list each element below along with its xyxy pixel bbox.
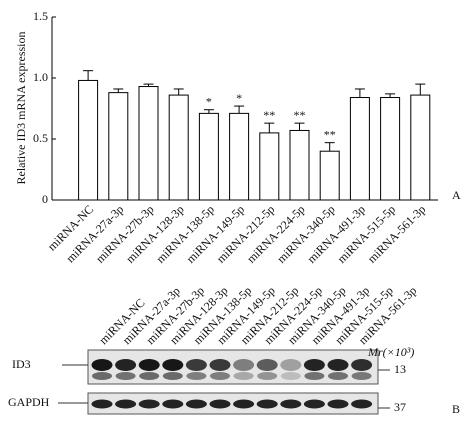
significance: ** <box>324 127 336 141</box>
band <box>115 359 137 371</box>
band <box>303 359 325 371</box>
band <box>91 399 113 409</box>
band <box>185 359 207 371</box>
bar <box>168 94 189 201</box>
band <box>138 399 160 409</box>
y-tick-label: 1.0 <box>33 70 48 84</box>
row-label: ID3 <box>12 357 31 371</box>
band <box>327 359 349 371</box>
band <box>327 399 349 409</box>
band <box>210 372 230 380</box>
significance: * <box>236 91 242 105</box>
band <box>185 399 207 409</box>
band <box>233 359 255 371</box>
bar <box>410 94 431 201</box>
band <box>303 399 325 409</box>
band <box>256 399 278 409</box>
marker-label: 37 <box>394 400 406 414</box>
band <box>328 372 348 380</box>
bar <box>289 129 310 201</box>
panel-label: B <box>452 402 460 416</box>
band <box>186 372 207 380</box>
bar <box>259 132 280 201</box>
band <box>233 399 255 409</box>
bar <box>380 97 401 201</box>
significance: * <box>206 94 212 108</box>
marker-unit: Mr(×10³) <box>367 345 414 359</box>
significance: ** <box>294 108 306 122</box>
band <box>115 372 136 380</box>
band <box>138 359 160 371</box>
band <box>209 359 231 371</box>
band <box>256 359 278 371</box>
band <box>257 372 278 380</box>
band <box>162 399 184 409</box>
band <box>162 372 183 380</box>
bar <box>138 86 159 201</box>
band <box>280 399 302 409</box>
bar <box>349 97 370 201</box>
y-tick-label: 1.5 <box>33 9 48 23</box>
band <box>115 399 137 409</box>
band <box>91 359 113 371</box>
bar <box>78 79 99 201</box>
band <box>233 372 254 380</box>
band <box>351 372 372 380</box>
band <box>162 359 184 371</box>
band <box>351 399 373 409</box>
y-axis-label: Relative ID3 mRNA expression <box>14 32 28 185</box>
band <box>209 399 231 409</box>
row-label: GAPDH <box>8 395 50 409</box>
band <box>139 372 160 380</box>
band <box>351 359 373 371</box>
significance: ** <box>263 108 275 122</box>
band <box>92 372 112 380</box>
marker-label: 13 <box>394 362 406 376</box>
panel-label: A <box>452 188 461 202</box>
bar <box>319 150 340 201</box>
bar <box>229 112 250 201</box>
band <box>280 372 301 380</box>
band <box>304 372 325 380</box>
band <box>280 359 302 371</box>
bar <box>108 92 129 201</box>
bar <box>198 112 219 201</box>
y-tick-label: 0.5 <box>33 131 48 145</box>
y-tick-label: 0 <box>42 192 48 206</box>
